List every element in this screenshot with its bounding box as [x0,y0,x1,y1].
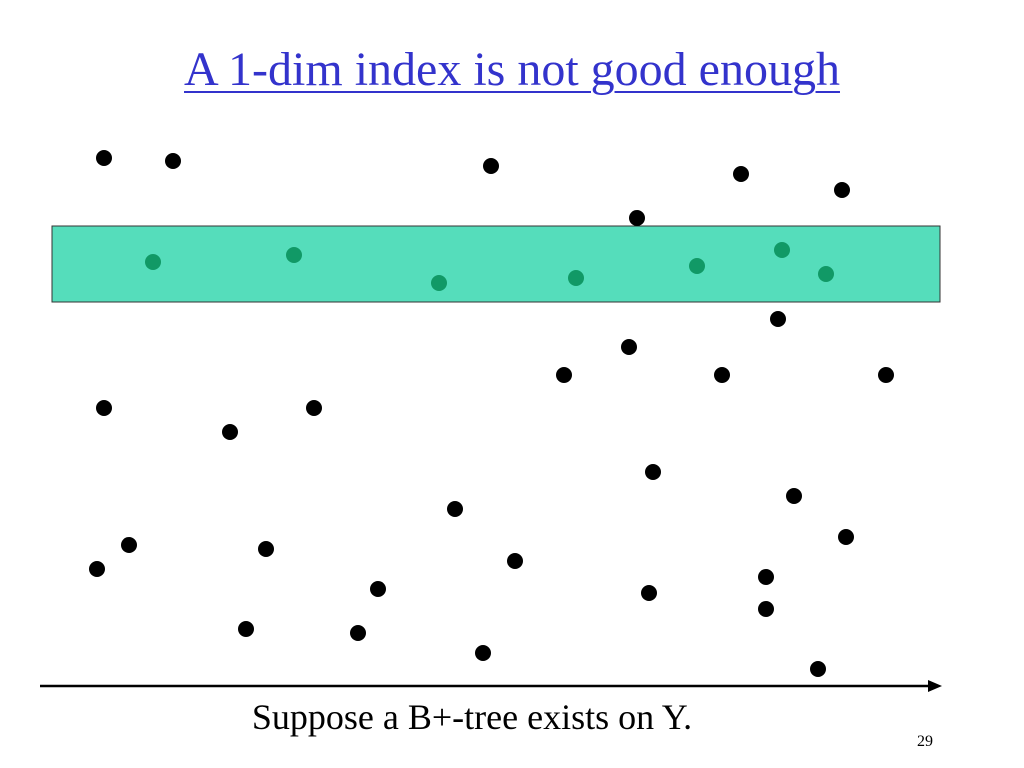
data-point-in-range [689,258,705,274]
data-point [621,339,637,355]
data-point-in-range [145,254,161,270]
data-point [238,621,254,637]
data-point [758,601,774,617]
data-point [641,585,657,601]
slide-caption: Suppose a B+-tree exists on Y. [251,697,693,737]
data-point [556,367,572,383]
data-point [878,367,894,383]
data-point [770,311,786,327]
data-point [810,661,826,677]
page-number: 29 [917,733,933,750]
data-point [758,569,774,585]
data-point-in-range [431,275,447,291]
data-point-in-range [818,266,834,282]
slide-title: A 1-dim index is not good enough [184,43,840,96]
data-point [165,153,181,169]
data-point-in-range [774,242,790,258]
data-point [96,150,112,166]
data-point [306,400,322,416]
data-point [475,645,491,661]
query-range-band [51,225,941,303]
data-point [838,529,854,545]
data-point-in-range [568,270,584,286]
data-point [507,553,523,569]
data-point [733,166,749,182]
data-point [222,424,238,440]
data-point [370,581,386,597]
data-point [834,182,850,198]
data-point [350,625,366,641]
data-point [447,501,463,517]
data-point-in-range [286,247,302,263]
data-point [629,210,645,226]
axis-arrowhead [928,680,942,692]
data-point [258,541,274,557]
data-point [714,367,730,383]
data-point [645,464,661,480]
data-point [89,561,105,577]
points-layer [89,150,894,677]
data-point [483,158,499,174]
data-point [786,488,802,504]
data-point [121,537,137,553]
data-point [96,400,112,416]
